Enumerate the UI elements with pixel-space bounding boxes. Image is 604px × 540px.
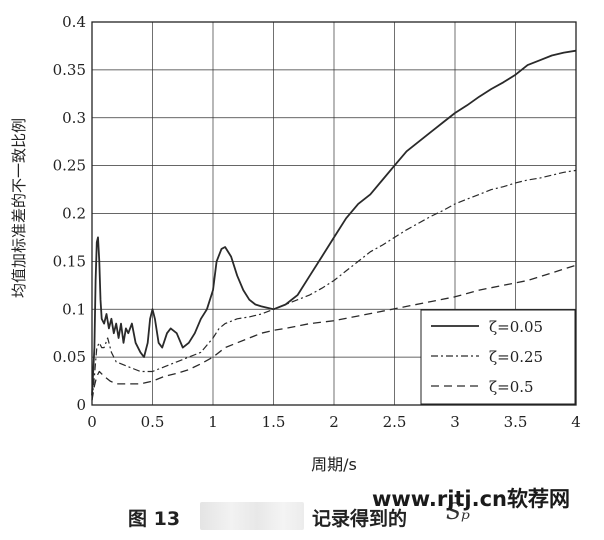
figure-label: 图 13 <box>128 508 181 530</box>
x-tick-label: 1.5 <box>262 413 286 431</box>
y-tick-label: 0.35 <box>53 61 86 79</box>
legend-label-1: ζ=0.05 <box>489 318 543 336</box>
y-axis-label: 均值加标准差的不一致比例 <box>10 118 28 298</box>
figure-caption: 图 13 记录得到的 Sₚ <box>128 500 470 534</box>
x-axis-ticks: 0 0.5 1 1.5 2 2.5 3 3.5 4 <box>87 413 581 431</box>
x-tick-label: 0 <box>87 413 97 431</box>
y-tick-label: 0.15 <box>53 252 86 270</box>
series-line-3 <box>91 264 577 401</box>
y-axis-ticks: 0 0.05 0.1 0.15 0.2 0.25 0.3 0.35 0.4 <box>53 13 86 414</box>
legend-label-3: ζ=0.5 <box>489 378 534 396</box>
x-axis-label: 周期/s <box>311 455 357 474</box>
x-tick-label: 2.5 <box>383 413 407 431</box>
y-tick-label: 0.1 <box>62 300 86 318</box>
watermark: www.rjtj.cn软荐网 <box>372 487 571 511</box>
legend-label-2: ζ=0.25 <box>489 348 543 366</box>
x-tick-label: 3.5 <box>504 413 528 431</box>
legend: ζ=0.05 ζ=0.25 ζ=0.5 <box>420 309 576 405</box>
x-tick-label: 4 <box>571 413 581 431</box>
x-tick-label: 2 <box>329 413 339 431</box>
x-tick-label: 0.5 <box>141 413 165 431</box>
x-tick-label: 3 <box>450 413 460 431</box>
y-tick-label: 0.25 <box>53 157 86 175</box>
blurred-text-region <box>200 502 304 530</box>
y-tick-label: 0 <box>76 396 86 414</box>
y-tick-label: 0.4 <box>62 13 86 31</box>
caption-text: 记录得到的 <box>312 508 408 530</box>
x-tick-label: 1 <box>208 413 218 431</box>
plot-series <box>91 49 577 401</box>
y-tick-label: 0.05 <box>53 348 86 366</box>
caption-symbol: Sₚ <box>446 500 470 525</box>
y-tick-label: 0.3 <box>62 109 86 127</box>
series-line-1 <box>91 49 577 396</box>
y-tick-label: 0.2 <box>62 205 86 223</box>
plot-frame <box>91 21 577 406</box>
